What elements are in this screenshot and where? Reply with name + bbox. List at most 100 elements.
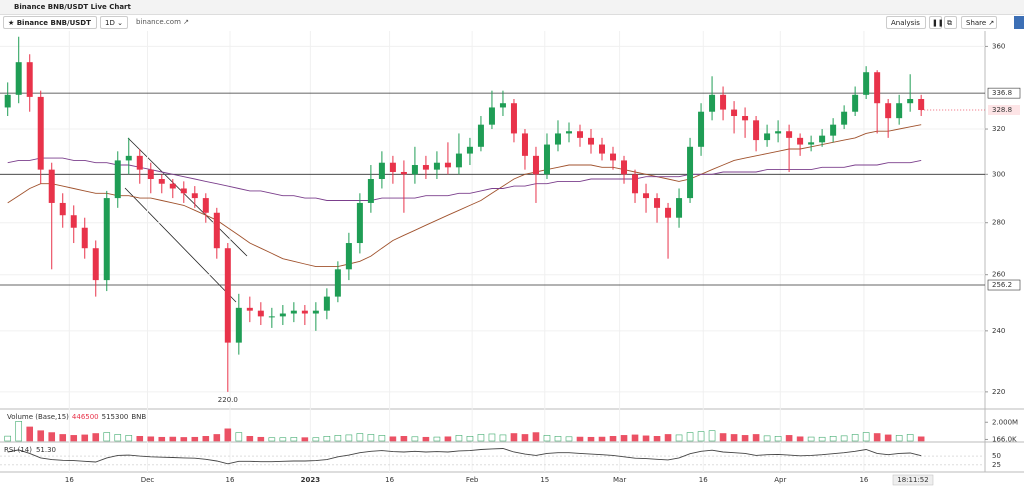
volume-legend: Volume (Base,15) 446500 515300 BNB bbox=[7, 413, 146, 421]
volume-bar bbox=[488, 433, 496, 442]
candle-body bbox=[257, 310, 264, 317]
candle-body bbox=[521, 133, 528, 156]
volume-bar bbox=[70, 435, 78, 442]
volume-bar bbox=[873, 433, 881, 442]
candle-body bbox=[918, 99, 925, 111]
volume-bar bbox=[114, 434, 122, 442]
analysis-button[interactable]: Analysis bbox=[886, 16, 926, 29]
channel-line bbox=[124, 187, 237, 303]
volume-bar bbox=[840, 435, 848, 442]
moving-average-line bbox=[7, 157, 922, 201]
volume-bar bbox=[917, 436, 925, 442]
y-tick-label: 50 bbox=[992, 452, 1001, 460]
last-price-box bbox=[988, 105, 1020, 116]
candle-body bbox=[797, 137, 804, 145]
pause-button[interactable]: ❚❚ bbox=[929, 16, 944, 29]
volume-bar bbox=[158, 436, 166, 442]
volume-bar bbox=[796, 436, 804, 442]
candle-body bbox=[279, 313, 286, 317]
rsi-line bbox=[7, 448, 922, 465]
candle-body bbox=[37, 96, 44, 170]
volume-bar bbox=[81, 434, 89, 442]
volume-bar bbox=[807, 436, 815, 442]
volume-bar bbox=[268, 437, 276, 442]
candle-body bbox=[576, 131, 583, 138]
volume-bar bbox=[191, 436, 199, 442]
candle-body bbox=[720, 94, 727, 110]
x-tick-label: 16 bbox=[65, 476, 74, 484]
low-annotation: 220.0 bbox=[218, 396, 238, 404]
volume-bar bbox=[697, 431, 705, 442]
volume-bar bbox=[741, 435, 749, 442]
volume-bar bbox=[587, 436, 595, 442]
candle-body bbox=[180, 188, 187, 194]
candle-body bbox=[488, 107, 495, 125]
candle-body bbox=[499, 103, 506, 108]
candle-body bbox=[532, 155, 539, 175]
candle-body bbox=[125, 155, 132, 161]
volume-bar bbox=[290, 437, 298, 442]
cursor-time-box bbox=[892, 474, 934, 486]
candle-body bbox=[599, 144, 606, 154]
volume-bar bbox=[92, 433, 100, 442]
volume-bar bbox=[477, 434, 485, 442]
link-icon: ↗ bbox=[180, 18, 189, 26]
volume-legend-part: 446500 bbox=[72, 413, 99, 421]
y-tick-label: 220 bbox=[992, 388, 1005, 396]
level-label-box bbox=[987, 87, 1021, 99]
y-tick-label: 2.000M bbox=[992, 418, 1018, 426]
candle-body bbox=[764, 133, 771, 141]
candle-body bbox=[808, 142, 815, 145]
volume-legend-part: 515300 bbox=[102, 413, 129, 421]
volume-bar bbox=[312, 437, 320, 442]
volume-bar bbox=[620, 435, 628, 442]
x-tick-label: Apr bbox=[774, 476, 786, 484]
volume-bar bbox=[367, 434, 375, 442]
volume-bar bbox=[213, 434, 221, 442]
candle-body bbox=[433, 162, 440, 170]
candle-body bbox=[444, 162, 451, 168]
candle-body bbox=[698, 111, 705, 147]
y-tick-label: 25 bbox=[992, 461, 1001, 469]
volume-bar bbox=[565, 436, 573, 442]
menu-button[interactable] bbox=[1014, 16, 1024, 29]
symbol-button[interactable]: ★ Binance BNB/USDT bbox=[3, 16, 97, 29]
candle-body bbox=[632, 174, 639, 194]
candle-body bbox=[863, 72, 870, 95]
candle-body bbox=[246, 307, 253, 311]
moving-average-line bbox=[7, 124, 922, 268]
y-tick-label: 360 bbox=[992, 42, 1005, 50]
candle-body bbox=[411, 165, 418, 175]
volume-bar bbox=[180, 437, 188, 442]
candle-body bbox=[158, 179, 165, 184]
level-label-box bbox=[987, 279, 1021, 291]
volume-bar bbox=[48, 432, 56, 442]
candle-body bbox=[378, 162, 385, 180]
volume-bar bbox=[125, 435, 133, 442]
volume-bar bbox=[818, 436, 826, 442]
candle-body bbox=[81, 227, 88, 249]
source-link[interactable]: binance.com ↗ bbox=[132, 16, 193, 29]
x-tick-label: 16 bbox=[859, 476, 868, 484]
volume-bar bbox=[466, 436, 474, 442]
rsi-title: RSI (14) bbox=[4, 446, 32, 454]
volume-bar bbox=[664, 434, 672, 442]
x-tick-label: 2023 bbox=[301, 476, 321, 484]
volume-bar bbox=[532, 432, 540, 442]
volume-bar bbox=[378, 435, 386, 442]
candle-body bbox=[709, 94, 716, 112]
link-button[interactable]: ⧉ bbox=[944, 16, 957, 29]
candle-body bbox=[874, 72, 881, 104]
candle-body bbox=[356, 202, 363, 244]
candle-body bbox=[92, 248, 99, 281]
candle-body bbox=[731, 109, 738, 117]
volume-bar bbox=[906, 434, 914, 442]
candle-body bbox=[59, 202, 66, 216]
volume-bar bbox=[642, 435, 650, 442]
share-button[interactable]: Share ↗ bbox=[961, 16, 997, 29]
candle-body bbox=[422, 165, 429, 170]
interval-button[interactable]: 1D ⌄ bbox=[100, 16, 128, 29]
level-label: 336.8 bbox=[992, 89, 1012, 97]
